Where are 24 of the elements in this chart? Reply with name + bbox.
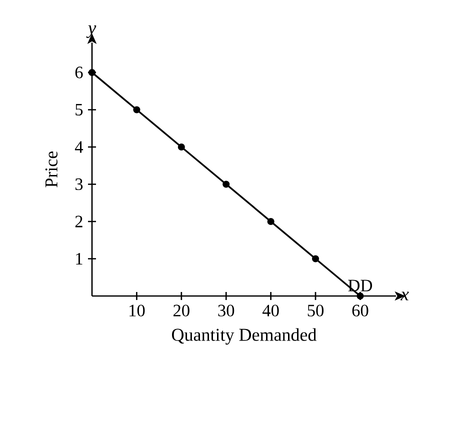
x-tick-label: 20: [173, 304, 190, 316]
point: [222, 180, 230, 188]
x-axis-title: Quantity Demanded: [172, 328, 317, 345]
y-tick-label: 4: [74, 141, 84, 153]
point: [133, 106, 140, 114]
x-tick-label: 40: [262, 304, 279, 316]
y-tick-label: 2: [75, 216, 82, 228]
x-tick-label: 60: [352, 304, 368, 316]
y-tick-label: 6: [75, 66, 83, 78]
text: y: [86, 25, 96, 38]
y-axis-title: Price: [45, 151, 58, 188]
x-tick-label: 50: [308, 304, 324, 316]
y-tick-label: 5: [76, 104, 83, 116]
point: [312, 255, 320, 262]
x-tick-label: 10: [130, 304, 145, 316]
text: x: [400, 292, 409, 300]
y-tick-label: 3: [75, 178, 83, 190]
point: [88, 68, 96, 76]
point: [267, 218, 274, 226]
x-tick-label: 30: [218, 304, 234, 316]
point: [356, 292, 364, 300]
y-tick-label: 1: [76, 253, 82, 264]
point: [178, 143, 185, 151]
annotation: DD: [348, 280, 372, 292]
